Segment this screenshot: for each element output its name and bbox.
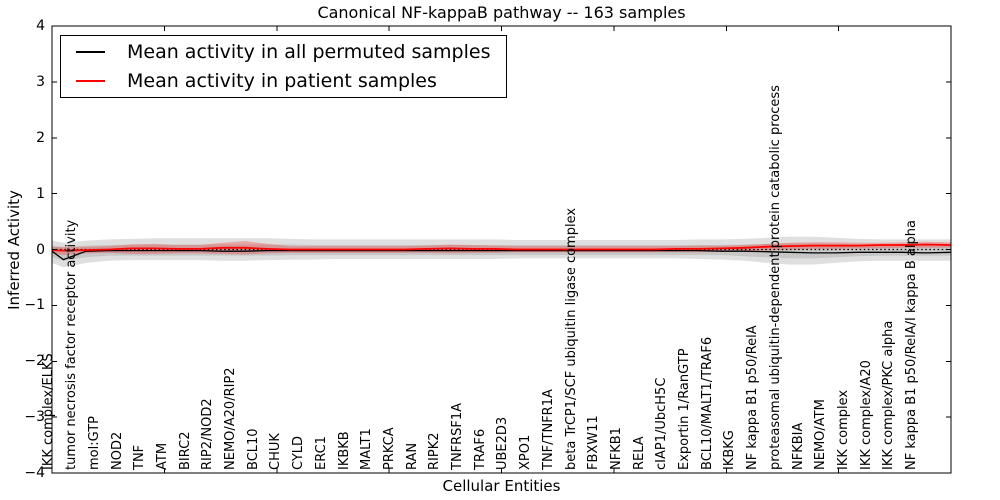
chart-title: Canonical NF-kappaB pathway -- 163 sampl… [317, 3, 686, 22]
x-tick-label: CHUK [268, 433, 284, 470]
x-tick-label: IKBKG [722, 430, 738, 470]
y-tick-label: 4 [36, 18, 45, 34]
y-tick-label: −3 [24, 409, 45, 426]
permuted-outer-confidence-band [52, 236, 951, 268]
x-tick-label: proteasomal ubiquitin-dependent protein … [767, 85, 783, 470]
x-tick-label: NFKBIA [790, 422, 806, 470]
x-tick-label: XPO1 [518, 434, 534, 470]
patient-confidence-band [52, 241, 951, 256]
permuted-line-swatch [76, 51, 105, 54]
legend-label-permuted: Mean activity in all permuted samples [127, 41, 491, 64]
x-tick-label: TNF [132, 444, 148, 470]
legend-box: Mean activity in all permuted samples Me… [60, 35, 507, 98]
x-tick-label: IKK complex/A20 [858, 360, 874, 470]
x-tick-label: IKBKB [336, 431, 352, 470]
x-tick-label: NF kappa B1 p50/RelA/I kappa B alpha [904, 220, 919, 470]
x-tick-label: NEMO/ATM [813, 399, 829, 470]
y-tick-label: −1 [24, 297, 45, 314]
x-tick-label: TNFRSF1A [450, 402, 465, 470]
x-tick-label: NFKB1 [608, 427, 624, 470]
patient-mean-line [51, 243, 952, 252]
x-tick-label: TRAF6 [472, 428, 488, 470]
x-tick-label: mol:GTP [86, 416, 102, 470]
y-tick-label: −2 [24, 353, 45, 370]
x-tick-label: BCL10/MALT1/TRAF6 [699, 336, 715, 470]
x-tick-label: IKK complex/PKC alpha [881, 320, 897, 470]
x-tick-label: MALT1 [359, 428, 375, 470]
x-tick-label: PRKCA [381, 427, 397, 470]
x-tick-label: Exportin 1/RanGTP [677, 348, 692, 470]
y-tick-label: 2 [36, 129, 45, 146]
y-tick-label: 3 [36, 73, 45, 90]
x-tick-label: TNF/TNFR1A [540, 389, 556, 470]
x-tick-label: cIAP1/UbcH5C [654, 377, 670, 470]
x-tick-label: NF kappa B1 p50/RelA [745, 325, 761, 470]
x-tick-label: beta TrCP1/SCF ubiquitin ligase complex [563, 207, 579, 470]
y-tick-label: −4 [24, 465, 45, 481]
x-tick-label: IKK complex [835, 389, 851, 470]
x-tick-label: BCL10 [245, 428, 261, 470]
x-tick-label: BIRC2 [177, 431, 193, 471]
patient-line-swatch [76, 79, 105, 82]
x-axis-title: Cellular Entities [442, 477, 561, 495]
permuted-mean-line [51, 249, 952, 261]
legend-entry-patient: Mean activity in patient samples [61, 67, 506, 96]
x-tick-label: RIPK2 [427, 432, 443, 470]
x-tick-label: UBE2D3 [495, 416, 511, 470]
y-tick-label: 0 [36, 241, 45, 258]
x-tick-label: ERC1 [313, 436, 329, 470]
x-tick-label: ATM [154, 442, 170, 470]
legend-label-patient: Mean activity in patient samples [127, 69, 437, 92]
x-tick-label: tumor necrosis factor receptor activity [64, 219, 80, 470]
x-tick-label: RIP2/NOD2 [200, 398, 216, 470]
x-tick-label: NEMO/A20/RIP2 [223, 367, 238, 470]
y-tick-label: 1 [36, 185, 45, 202]
x-tick-label: CYLD [291, 435, 307, 470]
x-tick-label: IKK complex/ELKS [41, 353, 57, 470]
x-tick-label: RAN [404, 442, 420, 470]
legend-entry-permuted: Mean activity in all permuted samples [61, 38, 506, 67]
x-tick-label: NOD2 [109, 431, 125, 470]
x-tick-label: RELA [631, 436, 647, 470]
x-tick-label: FBXW11 [586, 415, 602, 470]
